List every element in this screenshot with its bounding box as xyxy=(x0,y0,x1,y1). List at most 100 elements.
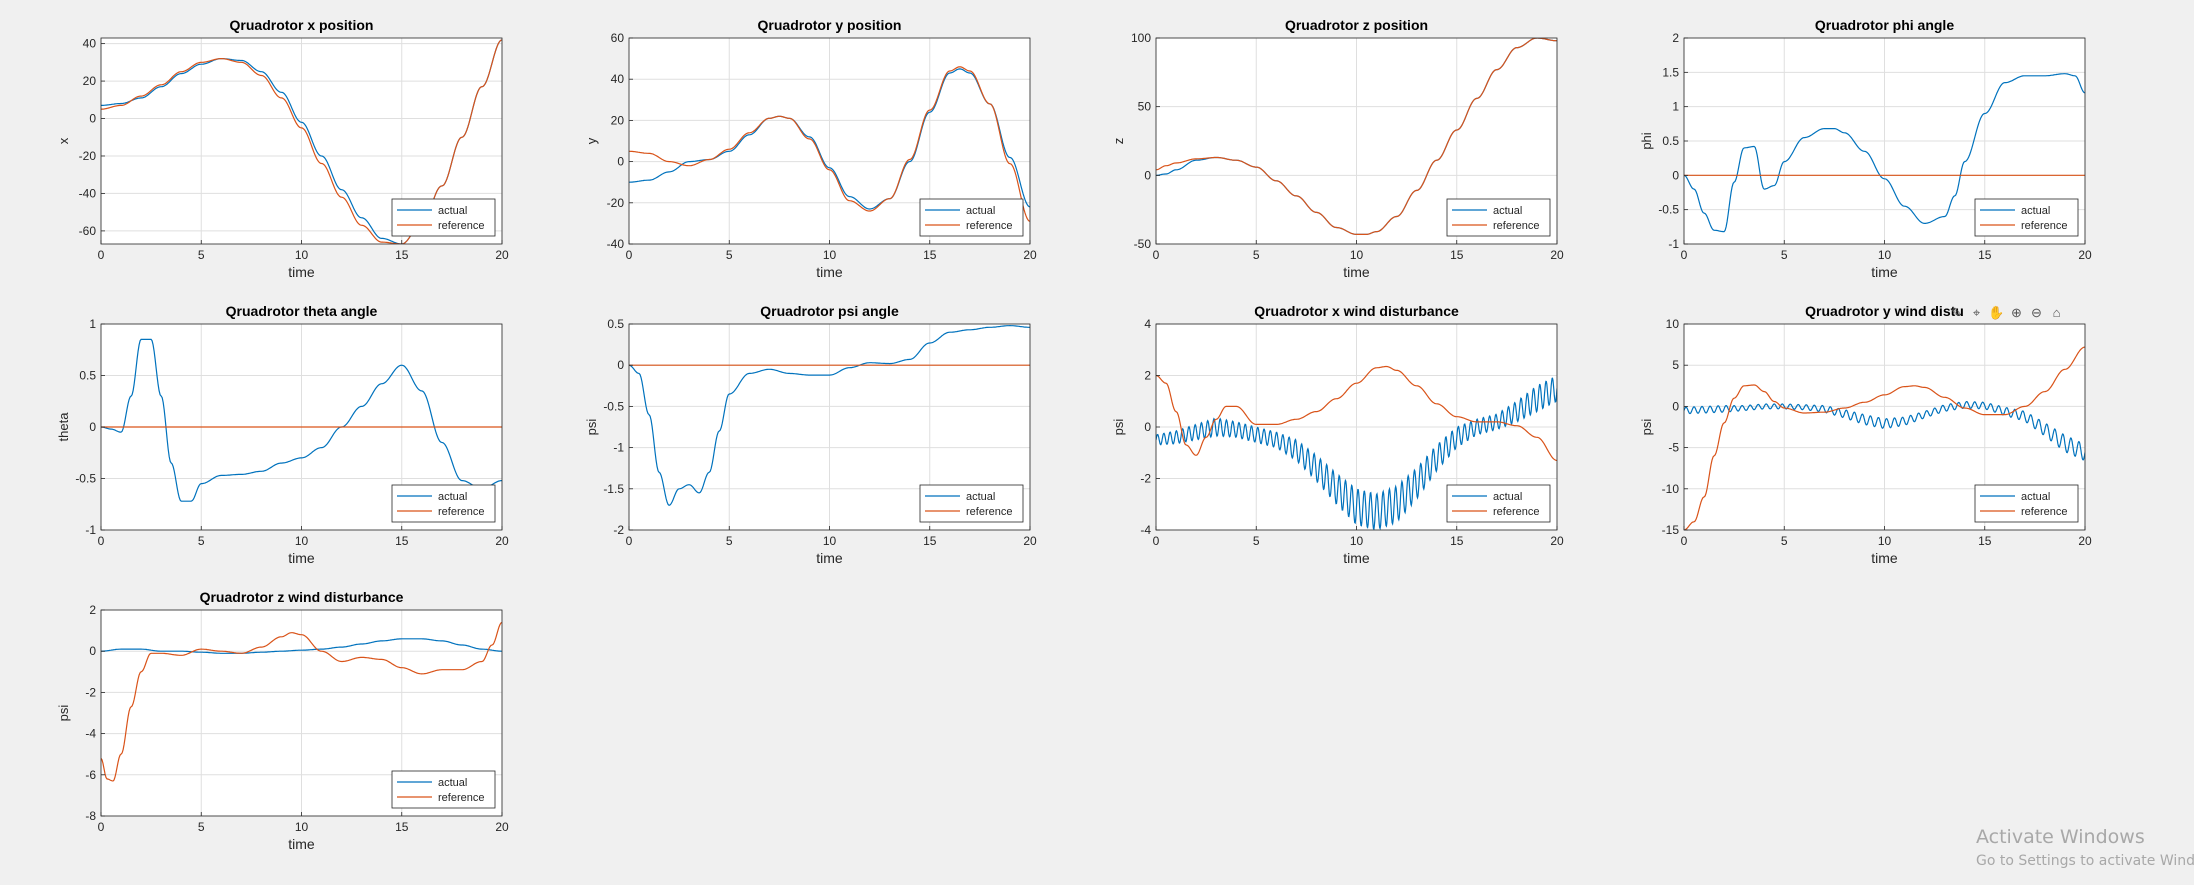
x-tick-label: 10 xyxy=(823,534,837,548)
x-tick-label: 10 xyxy=(295,534,309,548)
y-tick-label: -2 xyxy=(1140,472,1151,486)
y-tick-label: -2 xyxy=(85,685,96,699)
x-tick-label: 20 xyxy=(2078,534,2092,548)
y-tick-label: 2 xyxy=(89,603,96,617)
x-tick-label: 10 xyxy=(823,248,837,262)
x-tick-label: 15 xyxy=(923,534,937,548)
y-tick-label: -4 xyxy=(1140,523,1151,537)
y-tick-label: -8 xyxy=(85,809,96,823)
x-axis-label: time xyxy=(288,550,315,566)
legend: actual reference xyxy=(391,198,496,237)
x-axis-label: time xyxy=(816,264,843,280)
y-axis-label: y xyxy=(584,137,599,144)
x-tick-label: 15 xyxy=(1450,534,1464,548)
series-line-actual xyxy=(101,338,502,502)
chart-title: Qruadrotor phi angle xyxy=(1815,17,1954,33)
legend-label-actual: actual xyxy=(438,491,467,503)
x-tick-label: 5 xyxy=(198,534,205,548)
legend-box xyxy=(1446,484,1551,523)
y-tick-label: -1 xyxy=(1668,237,1679,251)
x-tick-label: 5 xyxy=(726,534,733,548)
y-tick-label: 0.5 xyxy=(1662,134,1679,148)
x-tick-label: 10 xyxy=(1350,248,1364,262)
series-line-actual xyxy=(629,324,1030,506)
x-axis-label: time xyxy=(1871,264,1898,280)
x-tick-label: 10 xyxy=(295,820,309,834)
y-tick-label: 2 xyxy=(1144,369,1151,383)
y-tick-label: -10 xyxy=(1662,482,1680,496)
brush-icon[interactable]: ✎ xyxy=(1951,304,1962,320)
y-tick-label: 1 xyxy=(89,317,96,331)
legend-label-actual: actual xyxy=(1493,205,1522,217)
y-tick-label: 0.5 xyxy=(79,369,96,383)
y-tick-label: 100 xyxy=(1131,31,1151,45)
y-tick-label: 20 xyxy=(83,74,97,88)
x-tick-label: 0 xyxy=(626,534,633,548)
y-axis-label: x xyxy=(56,137,71,144)
x-tick-label: 20 xyxy=(1023,248,1037,262)
x-tick-label: 0 xyxy=(626,248,633,262)
y-tick-label: 40 xyxy=(611,72,625,86)
y-tick-label: 1.5 xyxy=(1662,65,1679,79)
y-tick-label: -0.5 xyxy=(1658,203,1679,217)
x-tick-label: 10 xyxy=(1878,534,1892,548)
legend-label-reference: reference xyxy=(1493,506,1539,518)
zoom-in-icon[interactable]: ⊕ xyxy=(2011,304,2022,320)
x-tick-label: 0 xyxy=(1681,534,1688,548)
chart-title: Qruadrotor x position xyxy=(230,17,374,33)
y-tick-label: -50 xyxy=(1134,237,1152,251)
y-tick-label: 50 xyxy=(1138,100,1152,114)
legend: actual reference xyxy=(1974,484,2079,523)
x-tick-label: 20 xyxy=(495,248,509,262)
zoom-out-icon[interactable]: ⊖ xyxy=(2031,304,2042,320)
series-line-reference xyxy=(101,621,502,782)
legend-label-reference: reference xyxy=(966,220,1012,232)
legend-box xyxy=(919,484,1024,523)
x-axis-label: time xyxy=(1871,550,1898,566)
x-tick-label: 15 xyxy=(395,820,409,834)
x-tick-label: 0 xyxy=(1681,248,1688,262)
watermark-line-2: Go to Settings to activate Windows. xyxy=(1976,853,2194,869)
pan-icon[interactable]: ✋ xyxy=(1988,304,2005,320)
legend-label-reference: reference xyxy=(438,220,484,232)
legend-box xyxy=(391,770,496,809)
legend: actual reference xyxy=(919,198,1024,237)
x-tick-label: 0 xyxy=(1153,534,1160,548)
y-tick-label: -0.5 xyxy=(75,472,96,486)
data-tips-icon[interactable]: ⌖ xyxy=(1972,304,1981,320)
series-line-reference xyxy=(101,39,502,244)
y-tick-label: -5 xyxy=(1668,441,1679,455)
series-line-reference xyxy=(1684,346,2085,530)
x-tick-label: 15 xyxy=(395,534,409,548)
x-tick-label: 15 xyxy=(395,248,409,262)
chart-title: Qruadrotor x wind disturbance xyxy=(1254,303,1459,319)
y-tick-label: 0 xyxy=(89,420,96,434)
legend: actual reference xyxy=(1446,198,1551,237)
series-line-reference xyxy=(629,66,1030,222)
chart-title: Qruadrotor z position xyxy=(1285,17,1428,33)
x-tick-label: 10 xyxy=(1350,534,1364,548)
axes-toolbar: ✎ ⌖ ✋ ⊕ ⊖ ⌂ xyxy=(1948,302,2065,322)
series-line-actual xyxy=(1684,401,2085,461)
legend-box xyxy=(1446,198,1551,237)
y-axis-label: psi xyxy=(1111,419,1126,436)
x-tick-label: 0 xyxy=(98,820,105,834)
y-tick-label: 4 xyxy=(1144,317,1151,331)
series-line-actual xyxy=(1684,73,2085,233)
y-axis-label: theta xyxy=(56,412,71,442)
restore-view-icon[interactable]: ⌂ xyxy=(2052,304,2061,320)
legend-label-actual: actual xyxy=(2021,205,2050,217)
y-tick-label: 2 xyxy=(1672,31,1679,45)
x-axis-label: time xyxy=(288,264,315,280)
legend-label-actual: actual xyxy=(2021,491,2050,503)
chart-title: Qruadrotor psi angle xyxy=(760,303,899,319)
x-tick-label: 20 xyxy=(495,820,509,834)
y-tick-label: 10 xyxy=(1666,317,1680,331)
y-tick-label: 0.5 xyxy=(607,317,624,331)
chart-qruadrotor-y-position: 0 5 10 15 20 60 40 20 0 -20 -40 Qruadrotor y positi… xyxy=(584,17,1037,280)
y-axis-label: z xyxy=(1111,138,1126,145)
y-tick-label: 5 xyxy=(1672,358,1679,372)
x-tick-label: 0 xyxy=(98,534,105,548)
